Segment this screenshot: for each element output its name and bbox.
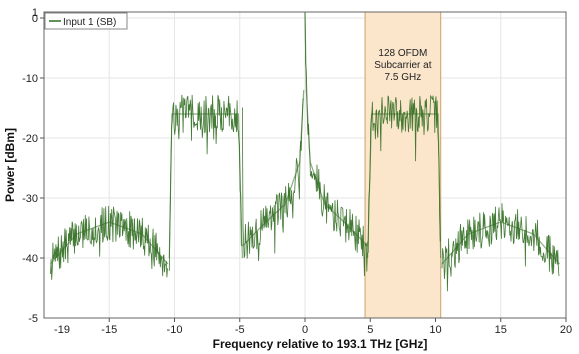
legend-box: [44, 12, 128, 30]
x-axis-ticks: -15 -10 -5 0 5 10 15 20: [101, 318, 572, 336]
grid-lines: [44, 12, 567, 318]
series-envelope: [441, 221, 560, 265]
x-tick-label: -15: [101, 324, 117, 336]
y-tick-label: -20: [22, 133, 38, 145]
legend: Input 1 (SB): [44, 12, 128, 30]
series-envelope: [367, 113, 442, 259]
annotation-line-3: 7.5 GHz: [385, 72, 422, 83]
y-tick-label-top: 1: [32, 7, 38, 19]
x-tick-label: -5: [235, 324, 245, 336]
legend-label: Input 1 (SB): [63, 17, 116, 28]
series-trace: [168, 94, 243, 271]
x-axis-title: Frequency relative to 193.1 THz [GHz]: [213, 337, 428, 351]
subcarrier-annotation: 128 OFDM Subcarrier at 7.5 GHz: [364, 12, 442, 318]
series-input-1: [50, 11, 560, 292]
series-trace: [241, 98, 304, 262]
x-tick-label-left-edge: -19: [54, 324, 70, 336]
series-trace: [441, 203, 560, 292]
series-envelope: [304, 11, 369, 247]
series-trace: [367, 94, 441, 253]
y-tick-label: -30: [22, 193, 38, 205]
series-envelope: [50, 221, 169, 265]
y-axis-title: Power [dBm]: [3, 128, 17, 202]
series-envelope: [241, 89, 305, 247]
y-tick-label: -10: [22, 73, 38, 85]
x-tick-label: 10: [429, 324, 441, 336]
y-axis-ticks: 0 -10 -20 -30 -40: [22, 13, 44, 265]
x-tick-label: 5: [367, 324, 373, 336]
y-tick-label: -40: [22, 253, 38, 265]
x-tick-label: -10: [167, 324, 183, 336]
series-envelope: [168, 113, 243, 259]
x-tick-label: 15: [495, 324, 507, 336]
annotation-line-2: Subcarrier at: [374, 60, 431, 71]
x-tick-label: 0: [302, 324, 308, 336]
y-tick-label-bottom: -5: [28, 313, 38, 325]
y-tick-label: 0: [32, 13, 38, 25]
x-tick-label: 20: [560, 324, 572, 336]
annotation-line-1: 128 OFDM: [378, 48, 427, 59]
subcarrier-band: [365, 12, 441, 318]
